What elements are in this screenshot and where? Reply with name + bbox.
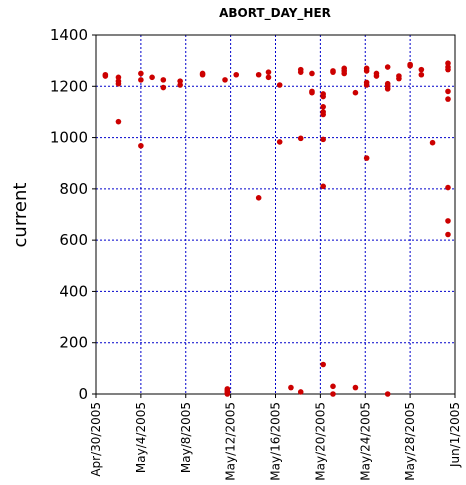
- x-tick-label: May/8/2005: [179, 402, 193, 473]
- data-point: [320, 93, 326, 100]
- data-point: [384, 64, 391, 70]
- y-tick-label: 1000: [50, 129, 88, 147]
- data-point: [445, 96, 451, 102]
- data-point: [177, 82, 183, 88]
- data-point: [320, 136, 326, 143]
- y-tick-label: 1200: [50, 77, 88, 95]
- data-point: [265, 69, 272, 75]
- data-point: [138, 70, 144, 77]
- data-point: [445, 231, 451, 238]
- x-tick-label: May/16/2005: [269, 402, 283, 481]
- data-point: [297, 389, 304, 395]
- data-point: [265, 74, 272, 81]
- data-point: [115, 80, 122, 87]
- y-tick-label: 800: [59, 180, 88, 198]
- data-point: [352, 384, 359, 391]
- data-point: [255, 71, 262, 78]
- chart-title: ABORT_DAY_HER: [219, 6, 331, 21]
- data-point: [363, 82, 370, 88]
- x-tick-label: May/28/2005: [403, 402, 417, 481]
- data-point: [330, 391, 336, 397]
- data-point: [297, 135, 304, 142]
- data-point: [320, 104, 326, 110]
- data-point: [445, 88, 451, 95]
- data-point: [138, 142, 144, 149]
- data-point: [445, 218, 451, 224]
- data-point: [255, 195, 262, 201]
- y-axis-ticks: 0 200 400 600 800 1000 1200 1400: [50, 26, 96, 403]
- data-point: [418, 71, 425, 78]
- data-point: [396, 75, 402, 82]
- y-tick-label: 600: [59, 231, 88, 249]
- data-point: [199, 71, 206, 78]
- data-point: [160, 77, 167, 83]
- x-tick-label: May/24/2005: [358, 402, 372, 481]
- data-point: [384, 391, 391, 397]
- y-tick-label: 400: [59, 282, 88, 300]
- data-point: [276, 139, 283, 145]
- data-point: [309, 89, 315, 96]
- data-point: [352, 89, 359, 96]
- y-tick-label: 0: [78, 385, 88, 403]
- data-point: [149, 74, 155, 81]
- data-point: [363, 68, 370, 74]
- x-tick-label: Jun/1/2005: [448, 402, 462, 468]
- data-point: [309, 70, 315, 77]
- data-point: [341, 70, 348, 77]
- data-point: [177, 78, 183, 84]
- data-point: [373, 73, 380, 79]
- data-point: [445, 60, 451, 67]
- x-tick-label: May/20/2005: [313, 402, 327, 481]
- data-point: [429, 139, 436, 146]
- data-point: [445, 66, 451, 73]
- data-point: [330, 69, 336, 75]
- y-tick-label: 200: [59, 334, 88, 352]
- x-tick-label: Apr/30/2005: [89, 402, 103, 477]
- data-point: [363, 155, 370, 161]
- data-points: [102, 60, 451, 397]
- data-point: [288, 384, 294, 391]
- x-tick-label: May/12/2005: [224, 402, 238, 481]
- data-point: [320, 183, 326, 190]
- x-tick-label: May/4/2005: [134, 402, 148, 473]
- data-point: [330, 383, 336, 390]
- data-point: [384, 86, 391, 92]
- data-point: [224, 391, 231, 397]
- data-point: [138, 77, 144, 83]
- data-point: [445, 184, 451, 191]
- y-axis-label: current: [10, 183, 31, 248]
- gridlines: [96, 35, 455, 394]
- data-point: [297, 69, 304, 75]
- data-point: [160, 84, 167, 91]
- data-point: [115, 118, 122, 125]
- y-tick-label: 1400: [50, 26, 88, 44]
- data-point: [233, 71, 240, 78]
- data-point: [418, 66, 425, 73]
- data-point: [320, 361, 326, 368]
- data-point: [320, 111, 326, 118]
- data-point: [115, 74, 122, 81]
- x-axis-ticks: Apr/30/2005 May/4/2005 May/8/2005 May/12/20…: [89, 394, 462, 481]
- data-point: [102, 73, 109, 79]
- data-point: [276, 82, 283, 88]
- data-point: [407, 62, 413, 69]
- data-point: [222, 77, 228, 83]
